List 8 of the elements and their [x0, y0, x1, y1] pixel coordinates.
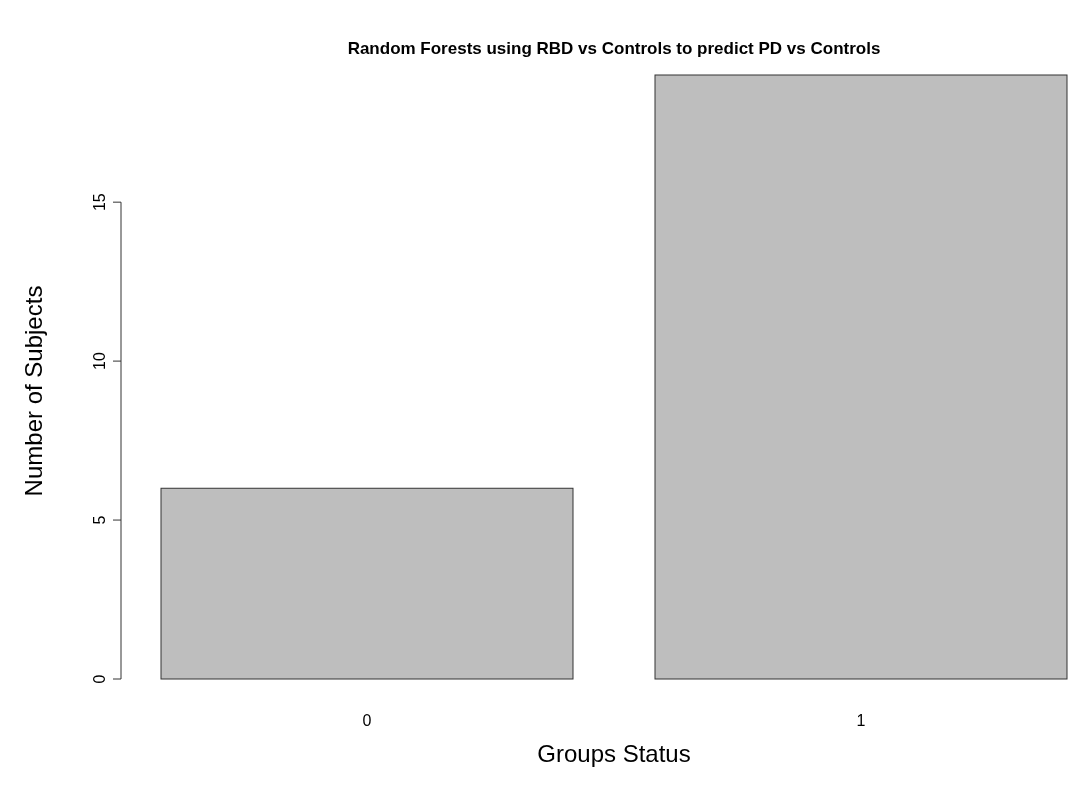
- x-axis-title: Groups Status: [537, 740, 691, 767]
- chart-title: Random Forests using RBD vs Controls to predict PD vs Controls: [347, 39, 881, 58]
- y-tick-label: 15: [90, 193, 108, 212]
- y-tick-label: 5: [90, 515, 108, 525]
- x-tick-label: 1: [856, 712, 866, 729]
- y-tick-label: 10: [90, 352, 108, 370]
- y-tick-label: 0: [90, 674, 108, 684]
- y-axis-title: Number of Subjects: [20, 285, 47, 497]
